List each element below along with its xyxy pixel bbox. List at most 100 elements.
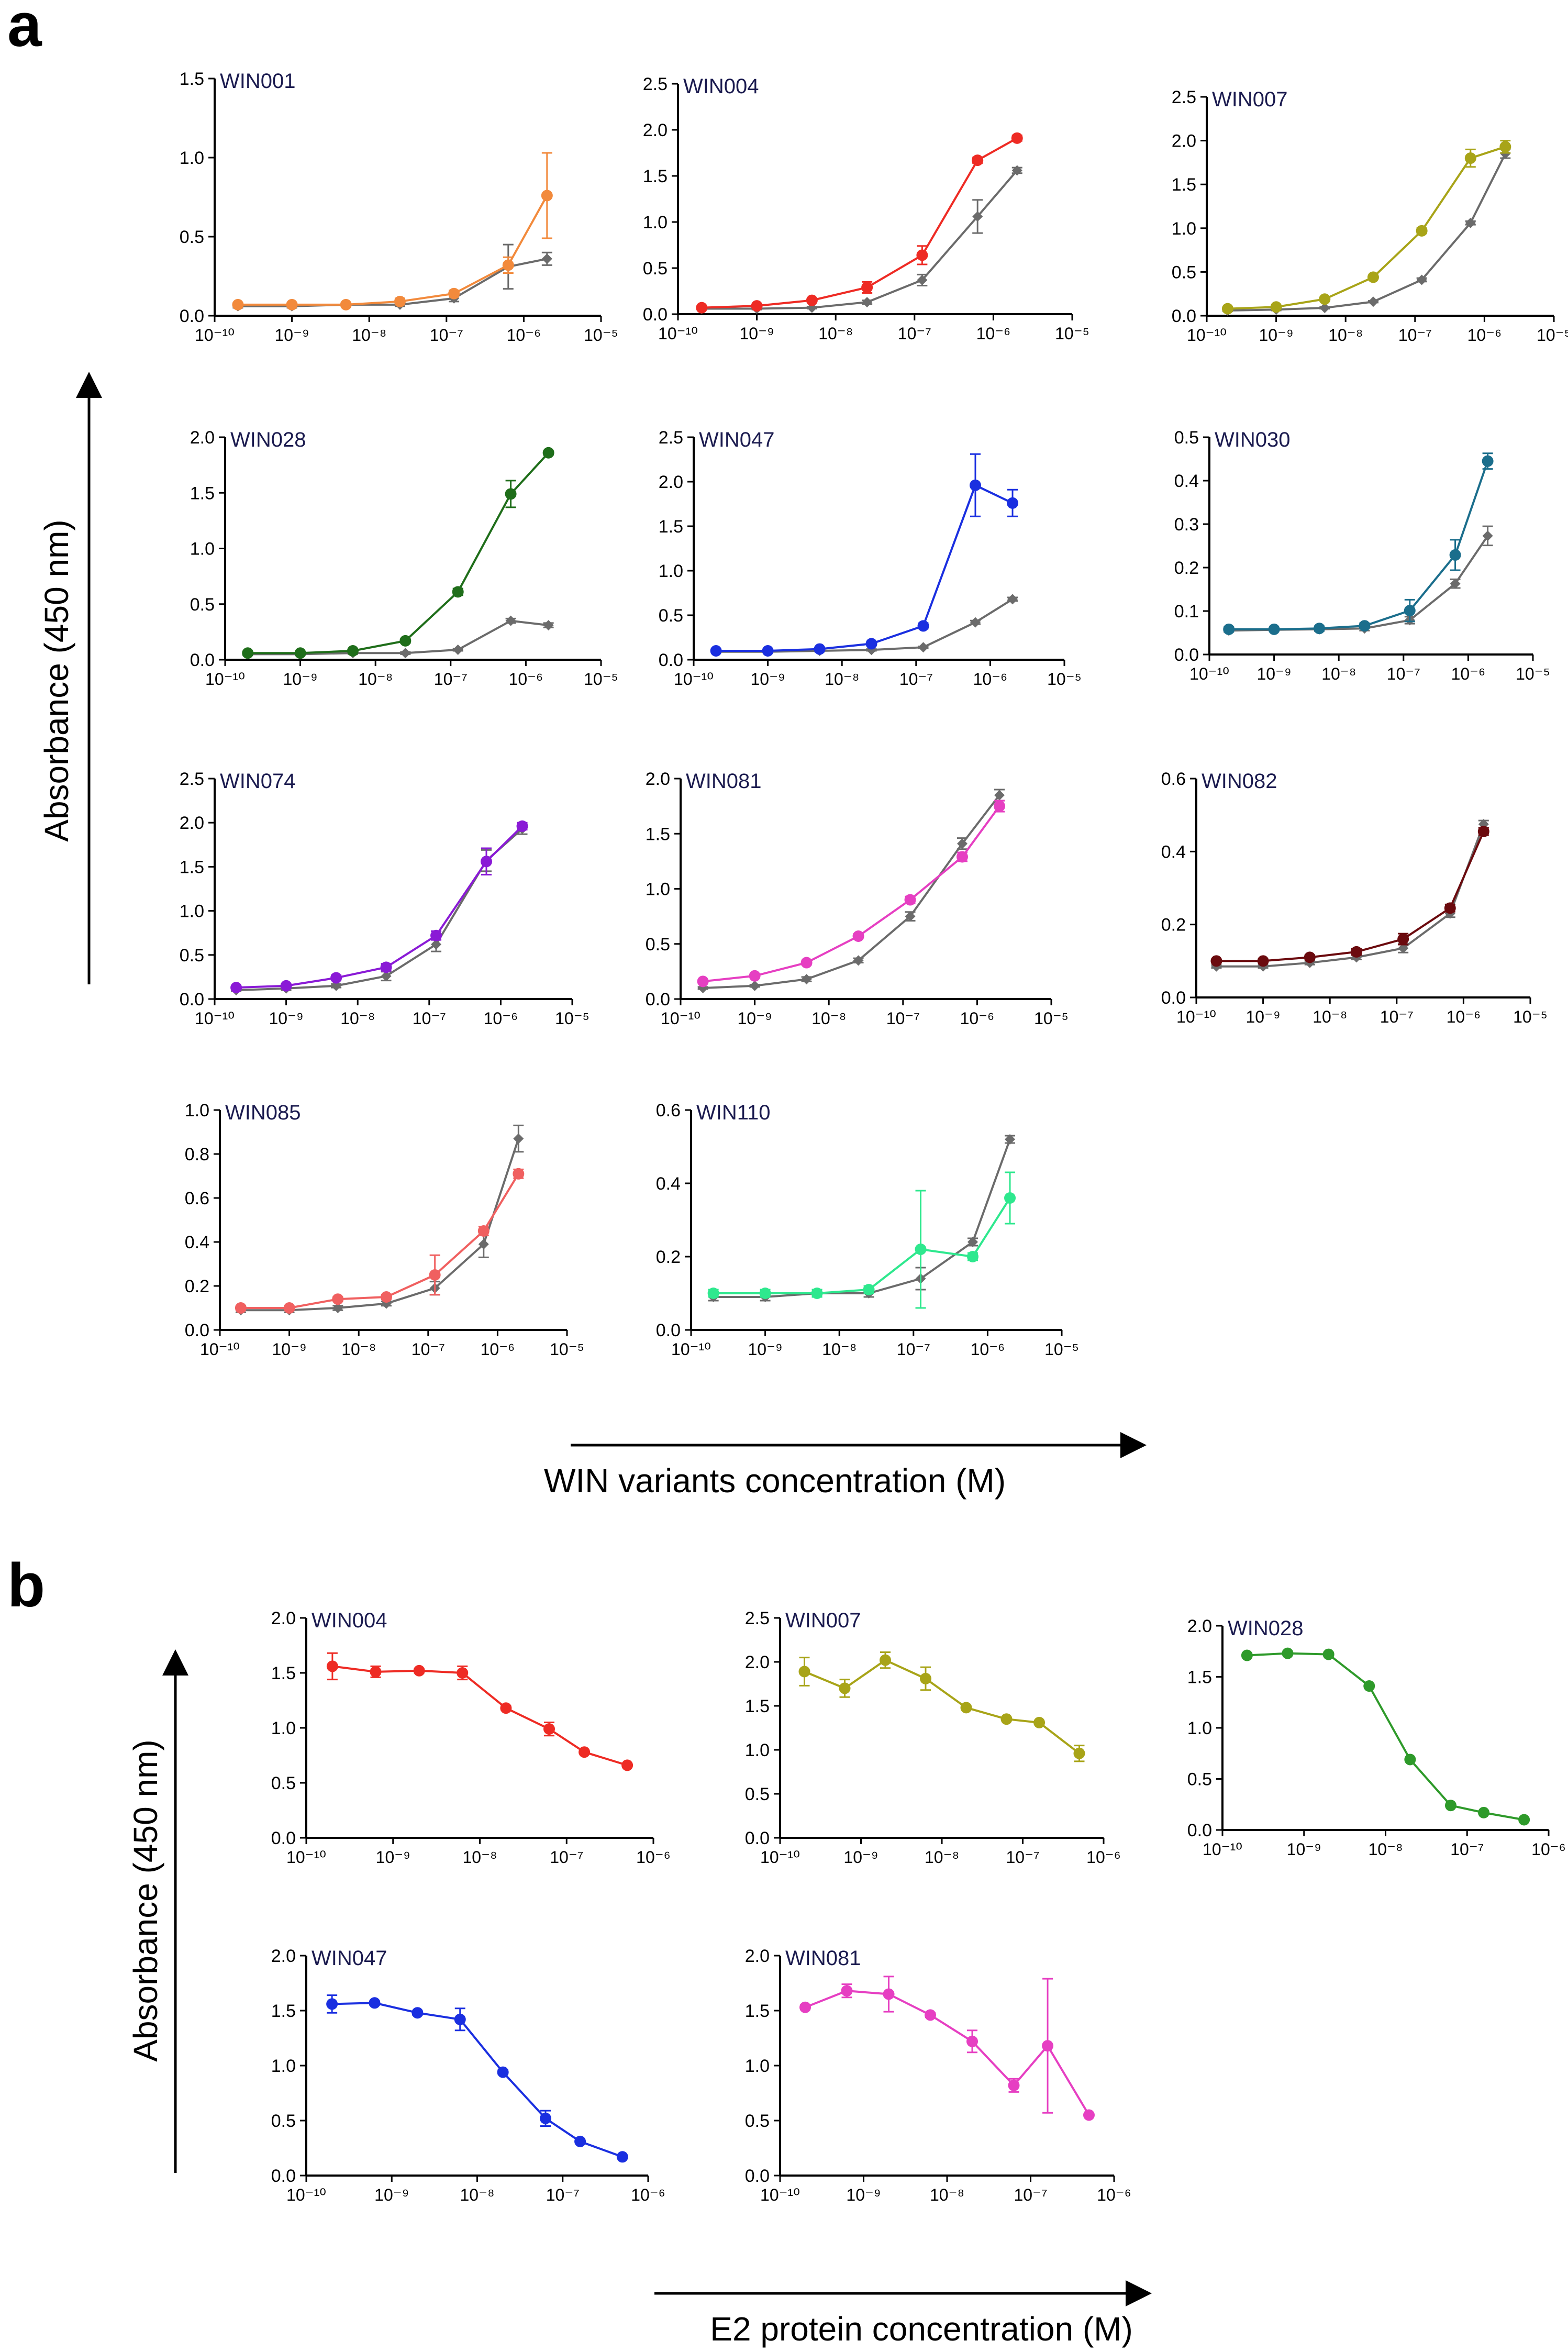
y-tick-label: 2.0 <box>745 1652 770 1672</box>
series-line <box>703 794 1000 989</box>
data-point <box>502 259 514 271</box>
y-tick-label: 0.6 <box>656 1101 681 1120</box>
y-tick-label: 0.5 <box>745 1784 770 1804</box>
data-point <box>500 1702 512 1714</box>
chart-title: WIN001 <box>220 70 296 93</box>
data-point <box>863 1284 875 1295</box>
chart-title: WIN110 <box>696 1101 771 1124</box>
y-tick-label: 1.0 <box>1187 1718 1212 1738</box>
y-tick-label: 0.8 <box>185 1145 209 1164</box>
data-point <box>380 961 392 973</box>
x-tick-label: 10⁻⁶ <box>636 1848 671 1867</box>
data-point <box>1282 1647 1294 1659</box>
data-point <box>916 249 928 261</box>
y-tick-label: 0.1 <box>1174 602 1199 622</box>
x-tick-label: 10⁻⁶ <box>1451 664 1486 683</box>
chart-a-win047: WIN047 0.0 0.5 1.0 1.5 2.0 2.5 10⁻¹⁰ 10⁻⁹ 10⁻⁸ 10⁻… <box>659 428 1082 689</box>
data-point <box>972 154 984 167</box>
panel-b-xlabel: E2 protein concentration (M) <box>710 2310 1133 2348</box>
x-tick-label: 10⁻¹⁰ <box>200 1340 240 1359</box>
chart-title: WIN081 <box>686 770 762 793</box>
series-line <box>703 805 1000 983</box>
data-point <box>340 298 352 310</box>
y-tick-label: 0.5 <box>190 595 215 615</box>
x-tick-label: 10⁻⁷ <box>550 1848 583 1867</box>
x-tick-label: 10⁻⁵ <box>1044 1340 1079 1359</box>
y-tick-label: 1.0 <box>745 1740 770 1760</box>
x-tick-label: 10⁻⁵ <box>1047 670 1082 689</box>
data-point <box>801 974 812 985</box>
chart-a-win028: WIN028 0.0 0.5 1.0 1.5 2.0 10⁻¹⁰ 10⁻⁹ 10⁻⁸ 10⁻⁷ 10… <box>190 428 618 689</box>
x-tick-label: 10⁻⁹ <box>738 1009 772 1028</box>
y-tick-label: 1.0 <box>271 1718 296 1738</box>
panel-a-xlabel: WIN variants concentration (M) <box>544 1462 1006 1500</box>
data-point <box>430 929 442 941</box>
data-point <box>865 638 877 650</box>
x-tick-label: 10⁻⁸ <box>1321 664 1356 683</box>
y-tick-label: 0.2 <box>185 1277 209 1296</box>
y-tick-label: 1.5 <box>643 167 668 186</box>
data-point <box>1416 274 1427 285</box>
data-point <box>1011 165 1022 176</box>
series-line <box>248 619 549 656</box>
x-tick-label: 10⁻¹⁰ <box>671 1340 711 1359</box>
data-point <box>1042 2040 1054 2052</box>
data-point <box>347 645 359 657</box>
chart-b-win047: WIN047 0.0 0.5 1.0 1.5 2.0 10⁻¹⁰ 10⁻⁹ 10⁻⁸ 10⁻⁷ 10… <box>271 1946 665 2204</box>
x-tick-label: 10⁻⁹ <box>751 670 785 689</box>
data-point <box>960 1702 972 1714</box>
data-point <box>1482 530 1493 541</box>
series-line <box>702 137 1018 309</box>
y-tick-label: 1.0 <box>1172 219 1196 239</box>
x-tick-label: 10⁻⁵ <box>1055 324 1089 343</box>
x-tick-label: 10⁻⁹ <box>846 2185 881 2204</box>
x-tick-label: 10⁻⁸ <box>358 670 393 689</box>
data-point <box>394 295 406 307</box>
y-tick-label: 0.4 <box>1161 842 1186 862</box>
data-point <box>762 645 774 657</box>
y-tick-label: 1.0 <box>659 561 683 581</box>
data-point <box>477 1225 490 1237</box>
data-point <box>1221 303 1233 315</box>
y-tick-label: 0.2 <box>1161 915 1186 935</box>
y-tick-label: 0.5 <box>646 935 670 955</box>
x-tick-label: 10⁻⁹ <box>275 326 309 345</box>
y-tick-label: 2.0 <box>271 1946 296 1966</box>
x-tick-label: 10⁻⁹ <box>374 2185 409 2204</box>
x-tick-label: 10⁻¹⁰ <box>286 1848 326 1867</box>
x-tick-label: 10⁻⁹ <box>748 1340 783 1359</box>
x-tick-label: 10⁻⁵ <box>1516 664 1550 683</box>
data-point <box>542 447 554 459</box>
chart-title: WIN007 <box>785 1609 861 1632</box>
x-tick-label: 10⁻¹⁰ <box>195 1009 235 1028</box>
x-tick-label: 10⁻⁹ <box>376 1848 410 1867</box>
data-point <box>861 281 873 293</box>
x-tick-label: 10⁻⁸ <box>811 1009 846 1028</box>
data-point <box>853 955 864 966</box>
data-point <box>918 642 929 653</box>
x-tick-label: 10⁻¹⁰ <box>760 2185 800 2204</box>
y-tick-label: 0.5 <box>180 946 204 966</box>
y-tick-label: 1.5 <box>1187 1668 1212 1688</box>
y-tick-label: 2.0 <box>190 428 215 448</box>
data-point <box>1444 1800 1456 1812</box>
y-tick-label: 0.2 <box>1174 558 1199 578</box>
x-tick-label: 10⁻⁶ <box>971 1340 1005 1359</box>
data-point <box>1304 951 1316 963</box>
data-point <box>1000 1713 1013 1725</box>
x-tick-label: 10⁻⁵ <box>1513 1007 1548 1026</box>
data-point <box>759 1288 771 1299</box>
data-point <box>616 2151 628 2163</box>
data-point <box>1416 225 1428 237</box>
data-point <box>232 298 244 310</box>
data-point <box>957 838 968 849</box>
x-tick-label: 10⁻⁵ <box>1034 1009 1069 1028</box>
x-tick-label: 10⁻¹⁰ <box>760 1848 800 1867</box>
chart-a-win007: WIN007 0.0 0.5 1.0 1.5 2.0 2.5 10⁻¹⁰ 10⁻⁹ 10⁻⁸ 10⁻… <box>1172 87 1568 345</box>
chart-title: WIN047 <box>312 1947 387 1970</box>
x-tick-label: 10⁻⁶ <box>1097 2185 1131 2204</box>
y-tick-label: 2.5 <box>745 1608 770 1628</box>
series-line <box>332 1665 628 1767</box>
x-tick-label: 10⁻⁷ <box>1398 326 1432 345</box>
chart-title: WIN082 <box>1202 770 1277 793</box>
